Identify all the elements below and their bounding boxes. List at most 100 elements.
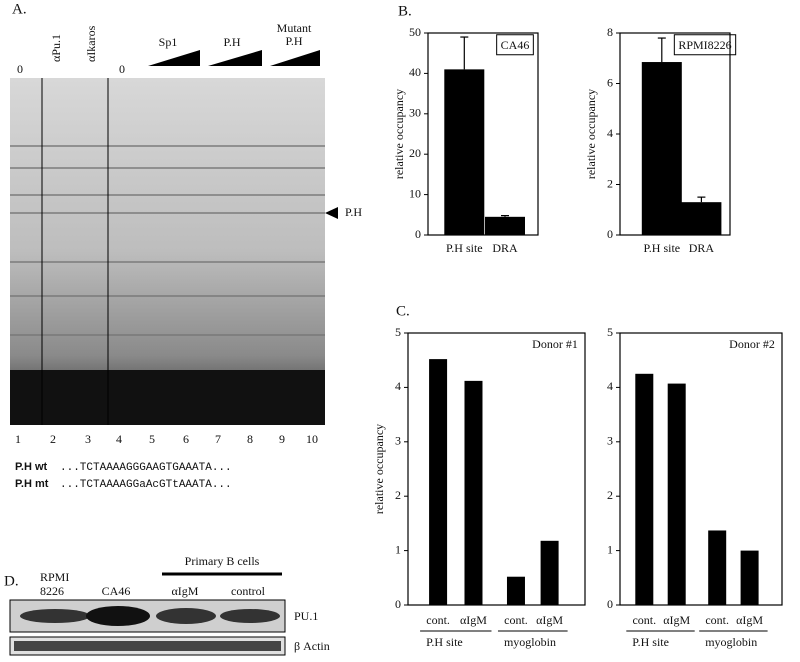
x-tick-label: cont.: [705, 613, 729, 627]
bar: [485, 216, 525, 235]
title-box: [673, 34, 737, 56]
y-tick-label: 5: [607, 325, 613, 339]
bar: [540, 540, 559, 605]
bar: [464, 380, 483, 605]
x-tick-label: αIgM: [460, 613, 487, 627]
x-tick-label: DRA: [492, 241, 518, 255]
lane-label: αIkaros: [84, 25, 98, 62]
lane-label: 8226: [40, 584, 64, 598]
y-tick-label: 10: [409, 186, 421, 200]
panel-label: B.: [398, 3, 412, 19]
x-tick-label: cont.: [632, 613, 656, 627]
y-tick-label: 20: [409, 146, 421, 160]
y-tick-label: 4: [395, 379, 401, 393]
lane-number: 4: [116, 432, 122, 446]
bar: [444, 69, 485, 235]
bar: [667, 383, 686, 605]
y-tick-label: 0: [415, 227, 421, 241]
group-label: myoglobin: [705, 635, 757, 649]
x-tick-label: P.H site: [446, 241, 483, 255]
x-tick-label: αIgM: [536, 613, 563, 627]
bar: [681, 202, 722, 235]
lane-number: 2: [50, 432, 56, 446]
y-axis-label: relative occupancy: [584, 89, 598, 179]
row-label: PU.1: [294, 609, 318, 623]
y-tick-label: 30: [409, 106, 421, 120]
x-tick-label: cont.: [504, 613, 528, 627]
y-tick-label: 6: [607, 75, 613, 89]
lane-number: 6: [183, 432, 189, 446]
bar: [429, 359, 448, 605]
lane-label: Sp1: [159, 35, 178, 49]
y-tick-label: 0: [607, 597, 613, 611]
y-tick-label: 4: [607, 126, 613, 140]
panel-label: C.: [396, 303, 410, 319]
plot-frame: [407, 332, 586, 606]
y-tick-label: 3: [395, 434, 401, 448]
bar: [740, 550, 759, 605]
chart-title: Donor #2: [729, 337, 775, 351]
lane-number: 7: [215, 432, 221, 446]
bar: [635, 373, 654, 605]
y-axis-label: relative occupancy: [392, 89, 406, 179]
x-tick-label: αIgM: [736, 613, 763, 627]
panel-label: D.: [4, 573, 19, 589]
lane-number: 1: [15, 432, 21, 446]
seq-name: P.H wt: [15, 461, 48, 473]
lane-label: Mutant: [277, 21, 312, 35]
lane-label: 0: [17, 62, 23, 76]
lane-number: 9: [279, 432, 285, 446]
chart-title: Donor #1: [532, 337, 578, 351]
y-tick-label: 1: [607, 542, 613, 556]
y-axis-label: relative occupancy: [372, 424, 386, 514]
group-label: P.H site: [426, 635, 463, 649]
y-tick-label: 4: [607, 379, 613, 393]
y-tick-label: 2: [607, 488, 613, 502]
gel: [10, 50, 338, 425]
x-tick-label: DRA: [689, 241, 715, 255]
band-label: P.H: [345, 205, 362, 219]
lane-label: αIgM: [172, 584, 199, 598]
plot-frame: [619, 332, 783, 606]
x-tick-label: αIgM: [663, 613, 690, 627]
bar: [506, 576, 525, 605]
y-tick-label: 2: [607, 176, 613, 190]
x-tick-label: P.H site: [643, 241, 680, 255]
lane-label: control: [231, 584, 266, 598]
y-tick-label: 40: [409, 65, 421, 79]
lane-label: RPMI: [40, 570, 69, 584]
lane-number: 8: [247, 432, 253, 446]
group-label: Primary B cells: [185, 554, 260, 568]
x-tick-label: cont.: [426, 613, 450, 627]
y-tick-label: 1: [395, 542, 401, 556]
group-label: P.H site: [632, 635, 669, 649]
y-tick-label: 2: [395, 488, 401, 502]
group-label: myoglobin: [504, 635, 556, 649]
bar: [641, 62, 682, 235]
lane-label: CA46: [102, 584, 131, 598]
lane-label: αPu.1: [49, 34, 63, 62]
y-tick-label: 3: [607, 434, 613, 448]
lane-label: 0: [119, 62, 125, 76]
lane-number: 10: [306, 432, 318, 446]
y-tick-label: 50: [409, 25, 421, 39]
lane-label: P.H: [223, 35, 240, 49]
y-tick-label: 0: [395, 597, 401, 611]
chart-title: CA46: [501, 38, 530, 52]
seq-name: P.H mt: [15, 478, 49, 490]
y-tick-label: 0: [607, 227, 613, 241]
panel-label: A.: [12, 1, 27, 17]
title-box: [496, 34, 534, 56]
bar: [708, 530, 727, 605]
sequence: ...TCTAAAAGGaAcGTtAAATA...: [60, 479, 232, 491]
y-tick-label: 5: [395, 325, 401, 339]
row-label: β Actin: [294, 639, 330, 653]
blot: [9, 599, 286, 656]
chart-title: RPMI8226: [678, 38, 731, 52]
lane-number: 3: [85, 432, 91, 446]
lane-label: P.H: [285, 34, 302, 48]
lane-number: 5: [149, 432, 155, 446]
y-tick-label: 8: [607, 25, 613, 39]
sequence: ...TCTAAAAGGGAAGTGAAATA...: [60, 462, 232, 474]
